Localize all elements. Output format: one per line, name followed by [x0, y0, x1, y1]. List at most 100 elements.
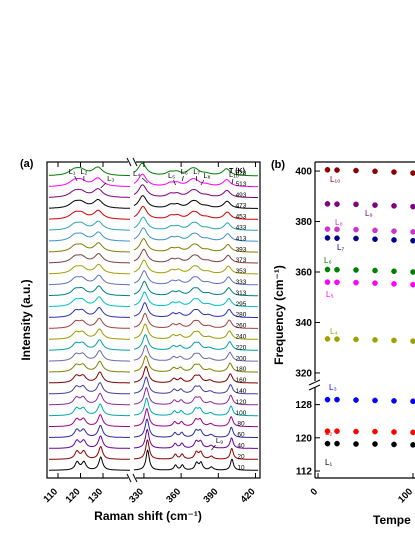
spectrum-trace-140K — [134, 376, 258, 395]
temperature-label: 100 — [236, 410, 247, 417]
temperature-label: 353 — [236, 268, 247, 275]
data-point — [334, 336, 340, 342]
y-tick-label: 360 — [295, 268, 312, 279]
spectrum-trace-220K — [49, 339, 130, 351]
temperature-label: 393 — [236, 246, 247, 253]
data-point — [334, 167, 340, 173]
x-tick-label: 0 — [309, 486, 321, 498]
data-point — [353, 167, 359, 174]
spectrum-trace-60K — [134, 418, 258, 438]
temperature-label: 80 — [237, 421, 245, 428]
series-label: L₄ — [330, 327, 338, 336]
data-point — [372, 280, 378, 286]
panel-b-label: (b) — [271, 159, 285, 171]
data-point — [391, 398, 397, 404]
spectrum-trace-140K — [49, 382, 130, 395]
mode-arrow-L3 — [100, 182, 106, 189]
data-point — [334, 226, 340, 233]
series-label: L₂ — [325, 428, 333, 437]
data-point — [334, 201, 340, 207]
panel-b-y-axis-label: Frequency (cm⁻¹) — [272, 265, 286, 365]
spectrum-trace-260K — [133, 312, 258, 329]
spectrum-trace-180K — [49, 360, 130, 373]
spectrum-trace-413K — [49, 231, 131, 242]
y-tick-label: 340 — [295, 318, 312, 329]
spectrum-trace-80K — [134, 408, 258, 428]
data-point — [324, 279, 331, 285]
spectrum-trace-523K — [49, 166, 130, 177]
spectrum-trace-473K — [133, 195, 258, 209]
data-point — [391, 169, 397, 175]
series-label: L₅ — [326, 290, 334, 299]
mode-arrow-L4 — [141, 177, 148, 184]
data-point — [372, 236, 378, 242]
spectrum-trace-160K — [134, 365, 258, 384]
temperature-labels: 523 513 493 473 453 433 413 393 373 353 333 313 295 2… — [236, 170, 247, 471]
mode-arrow-L1 — [74, 175, 78, 182]
spectrum-trace-280K — [133, 302, 258, 318]
spectrum-trace-40K — [134, 428, 258, 449]
x-tick-label: 390 — [201, 486, 220, 505]
data-point — [410, 229, 415, 235]
y-tick-label: 120 — [295, 433, 312, 444]
series-label: L₁ — [325, 458, 332, 467]
temperature-label: 373 — [236, 257, 247, 264]
spectrum-trace-353K — [49, 263, 130, 275]
x-tick-label: 100 — [396, 486, 415, 505]
data-point — [391, 237, 397, 243]
temperature-label: 513 — [236, 181, 247, 188]
data-point — [353, 397, 359, 403]
mode-arrow-L5 — [173, 179, 176, 186]
data-point — [353, 279, 359, 286]
data-point — [324, 226, 331, 232]
panel-b-axis-break — [308, 379, 321, 391]
spectrum-trace-433K — [133, 216, 258, 231]
spectrum-trace-373K — [133, 248, 258, 264]
x-tick-label: 130 — [86, 486, 105, 505]
data-point — [372, 397, 378, 404]
spectrum-trace-393K — [49, 242, 130, 253]
panel-a-label: (a) — [20, 158, 34, 170]
temperature-label: 140 — [236, 388, 247, 395]
spectrum-trace-333K — [133, 270, 258, 286]
data-point — [372, 337, 378, 343]
data-point — [391, 268, 397, 275]
spectrum-trace-220K — [134, 334, 258, 351]
spectrum-trace-473K — [49, 198, 130, 209]
temperature-label: 453 — [236, 214, 247, 221]
data-point — [372, 202, 378, 208]
temperature-label: 473 — [236, 203, 247, 210]
series-label: L₃ — [329, 383, 337, 392]
temperature-label: 60 — [237, 432, 245, 439]
temperature-label: 313 — [236, 290, 247, 297]
temperature-label: 523 — [236, 170, 247, 177]
spectrum-trace-523K — [133, 162, 258, 177]
data-point — [391, 337, 397, 344]
spectrum-trace-240K — [134, 323, 258, 340]
data-point — [334, 440, 340, 447]
temperature-label: 333 — [236, 279, 247, 286]
x-tick-label: 420 — [239, 486, 258, 505]
spectrum-trace-295K — [133, 291, 258, 308]
panel-b-x-axis-label: Tempe — [373, 513, 411, 527]
spectrum-trace-40K — [49, 435, 130, 449]
spectrum-trace-353K — [133, 259, 258, 275]
data-point — [334, 279, 340, 286]
mode-label-L7: L₇ — [193, 167, 200, 176]
data-point — [410, 269, 415, 275]
data-point — [410, 442, 415, 448]
spectrum-trace-260K — [49, 317, 130, 329]
mode-label-L6: L₆ — [181, 167, 188, 176]
spectrum-trace-373K — [48, 252, 130, 264]
data-point — [324, 396, 331, 403]
temperature-label: 493 — [236, 192, 247, 199]
mode-labels: L₁ L₂ L₃ L₄ L₅ L₆ L₇ L₈ L₉ L₁₀ — [69, 167, 239, 451]
data-point — [324, 201, 331, 207]
data-point — [391, 281, 397, 287]
spectrum-trace-180K — [134, 355, 258, 373]
mode-arrow-L8 — [200, 179, 205, 186]
spectrum-trace-333K — [49, 274, 130, 286]
data-point — [334, 428, 340, 434]
spectrum-trace-80K — [49, 414, 130, 427]
data-point — [410, 338, 415, 344]
